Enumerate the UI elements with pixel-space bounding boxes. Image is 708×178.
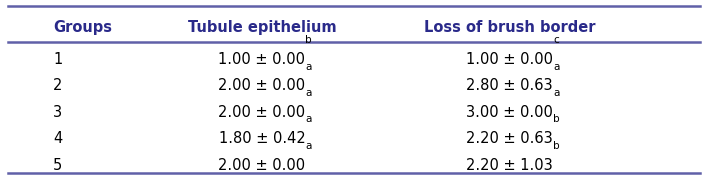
Text: c: c — [553, 35, 559, 45]
Text: 3.00 ± 0.00: 3.00 ± 0.00 — [467, 105, 553, 120]
Text: 1: 1 — [53, 52, 62, 67]
Text: 2.20 ± 1.03: 2.20 ± 1.03 — [467, 158, 553, 172]
Text: 2.00 ± 0.00: 2.00 ± 0.00 — [218, 105, 306, 120]
Text: a: a — [306, 88, 312, 98]
Text: a: a — [553, 88, 559, 98]
Text: Loss of brush border: Loss of brush border — [424, 20, 595, 35]
Text: 3: 3 — [53, 105, 62, 120]
Text: 4: 4 — [53, 131, 62, 146]
Text: 5: 5 — [53, 158, 62, 172]
Text: 1.00 ± 0.00: 1.00 ± 0.00 — [467, 52, 553, 67]
Text: Tubule epithelium: Tubule epithelium — [188, 20, 336, 35]
Text: 2.00 ± 0.00: 2.00 ± 0.00 — [218, 158, 306, 172]
Text: 2.00 ± 0.00: 2.00 ± 0.00 — [218, 78, 306, 93]
Text: a: a — [306, 141, 312, 151]
Text: 2.80 ± 0.63: 2.80 ± 0.63 — [467, 78, 553, 93]
Text: a: a — [553, 62, 559, 72]
Text: a: a — [306, 62, 312, 72]
Text: 1.00 ± 0.00: 1.00 ± 0.00 — [219, 52, 305, 67]
Text: 1.80 ± 0.42: 1.80 ± 0.42 — [219, 131, 305, 146]
Text: 2: 2 — [53, 78, 62, 93]
Text: Groups: Groups — [53, 20, 112, 35]
Text: b: b — [305, 35, 312, 45]
Text: b: b — [553, 114, 560, 124]
Text: 2.20 ± 0.63: 2.20 ± 0.63 — [467, 131, 553, 146]
Text: a: a — [305, 114, 312, 124]
Text: b: b — [553, 141, 560, 151]
